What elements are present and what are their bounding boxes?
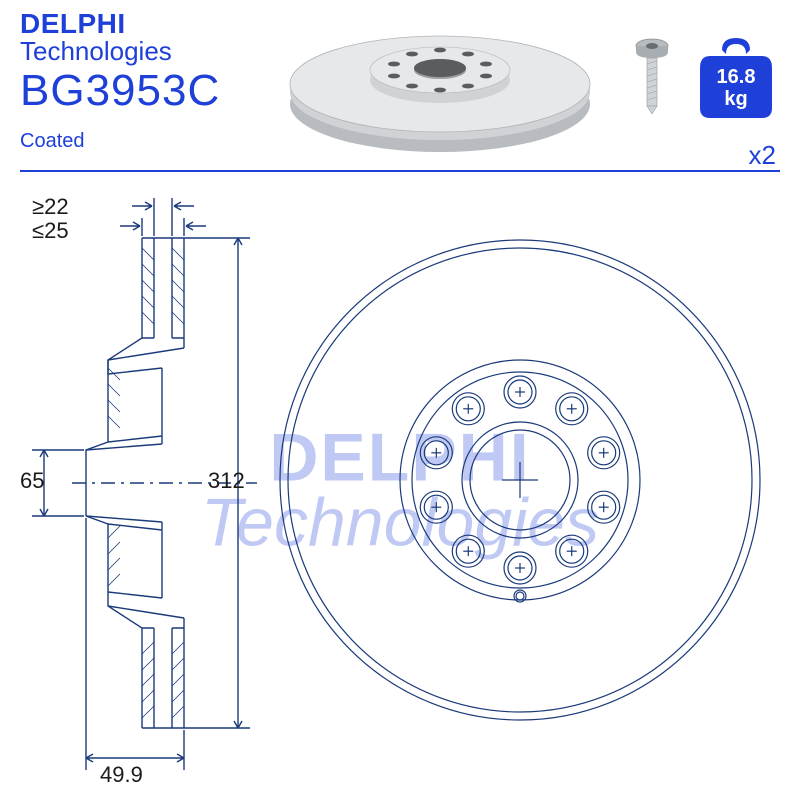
- disc-face-view: [260, 200, 780, 760]
- dim-hub-dia: 65: [20, 468, 44, 494]
- dim-outer-dia: 312: [208, 468, 245, 494]
- weight-value: 16.8: [717, 66, 756, 88]
- dim-min-thickness: ≥22: [32, 194, 69, 220]
- weight-unit: kg: [724, 88, 747, 110]
- weight-text: 16.8 kg: [692, 66, 780, 110]
- dim-thickness: ≤25: [32, 218, 69, 244]
- disc-3d-render: [280, 12, 600, 162]
- brand-name-top: DELPHI: [20, 10, 172, 38]
- dim-height: 49.9: [100, 762, 143, 788]
- weight-badge: 16.8 kg: [692, 32, 780, 120]
- quantity-label: x2: [749, 140, 776, 171]
- technical-drawing: DELPHI Technologies: [0, 180, 800, 800]
- header-divider: [20, 170, 780, 172]
- brand-name-bottom: Technologies: [20, 38, 172, 64]
- screw-icon: [634, 36, 670, 114]
